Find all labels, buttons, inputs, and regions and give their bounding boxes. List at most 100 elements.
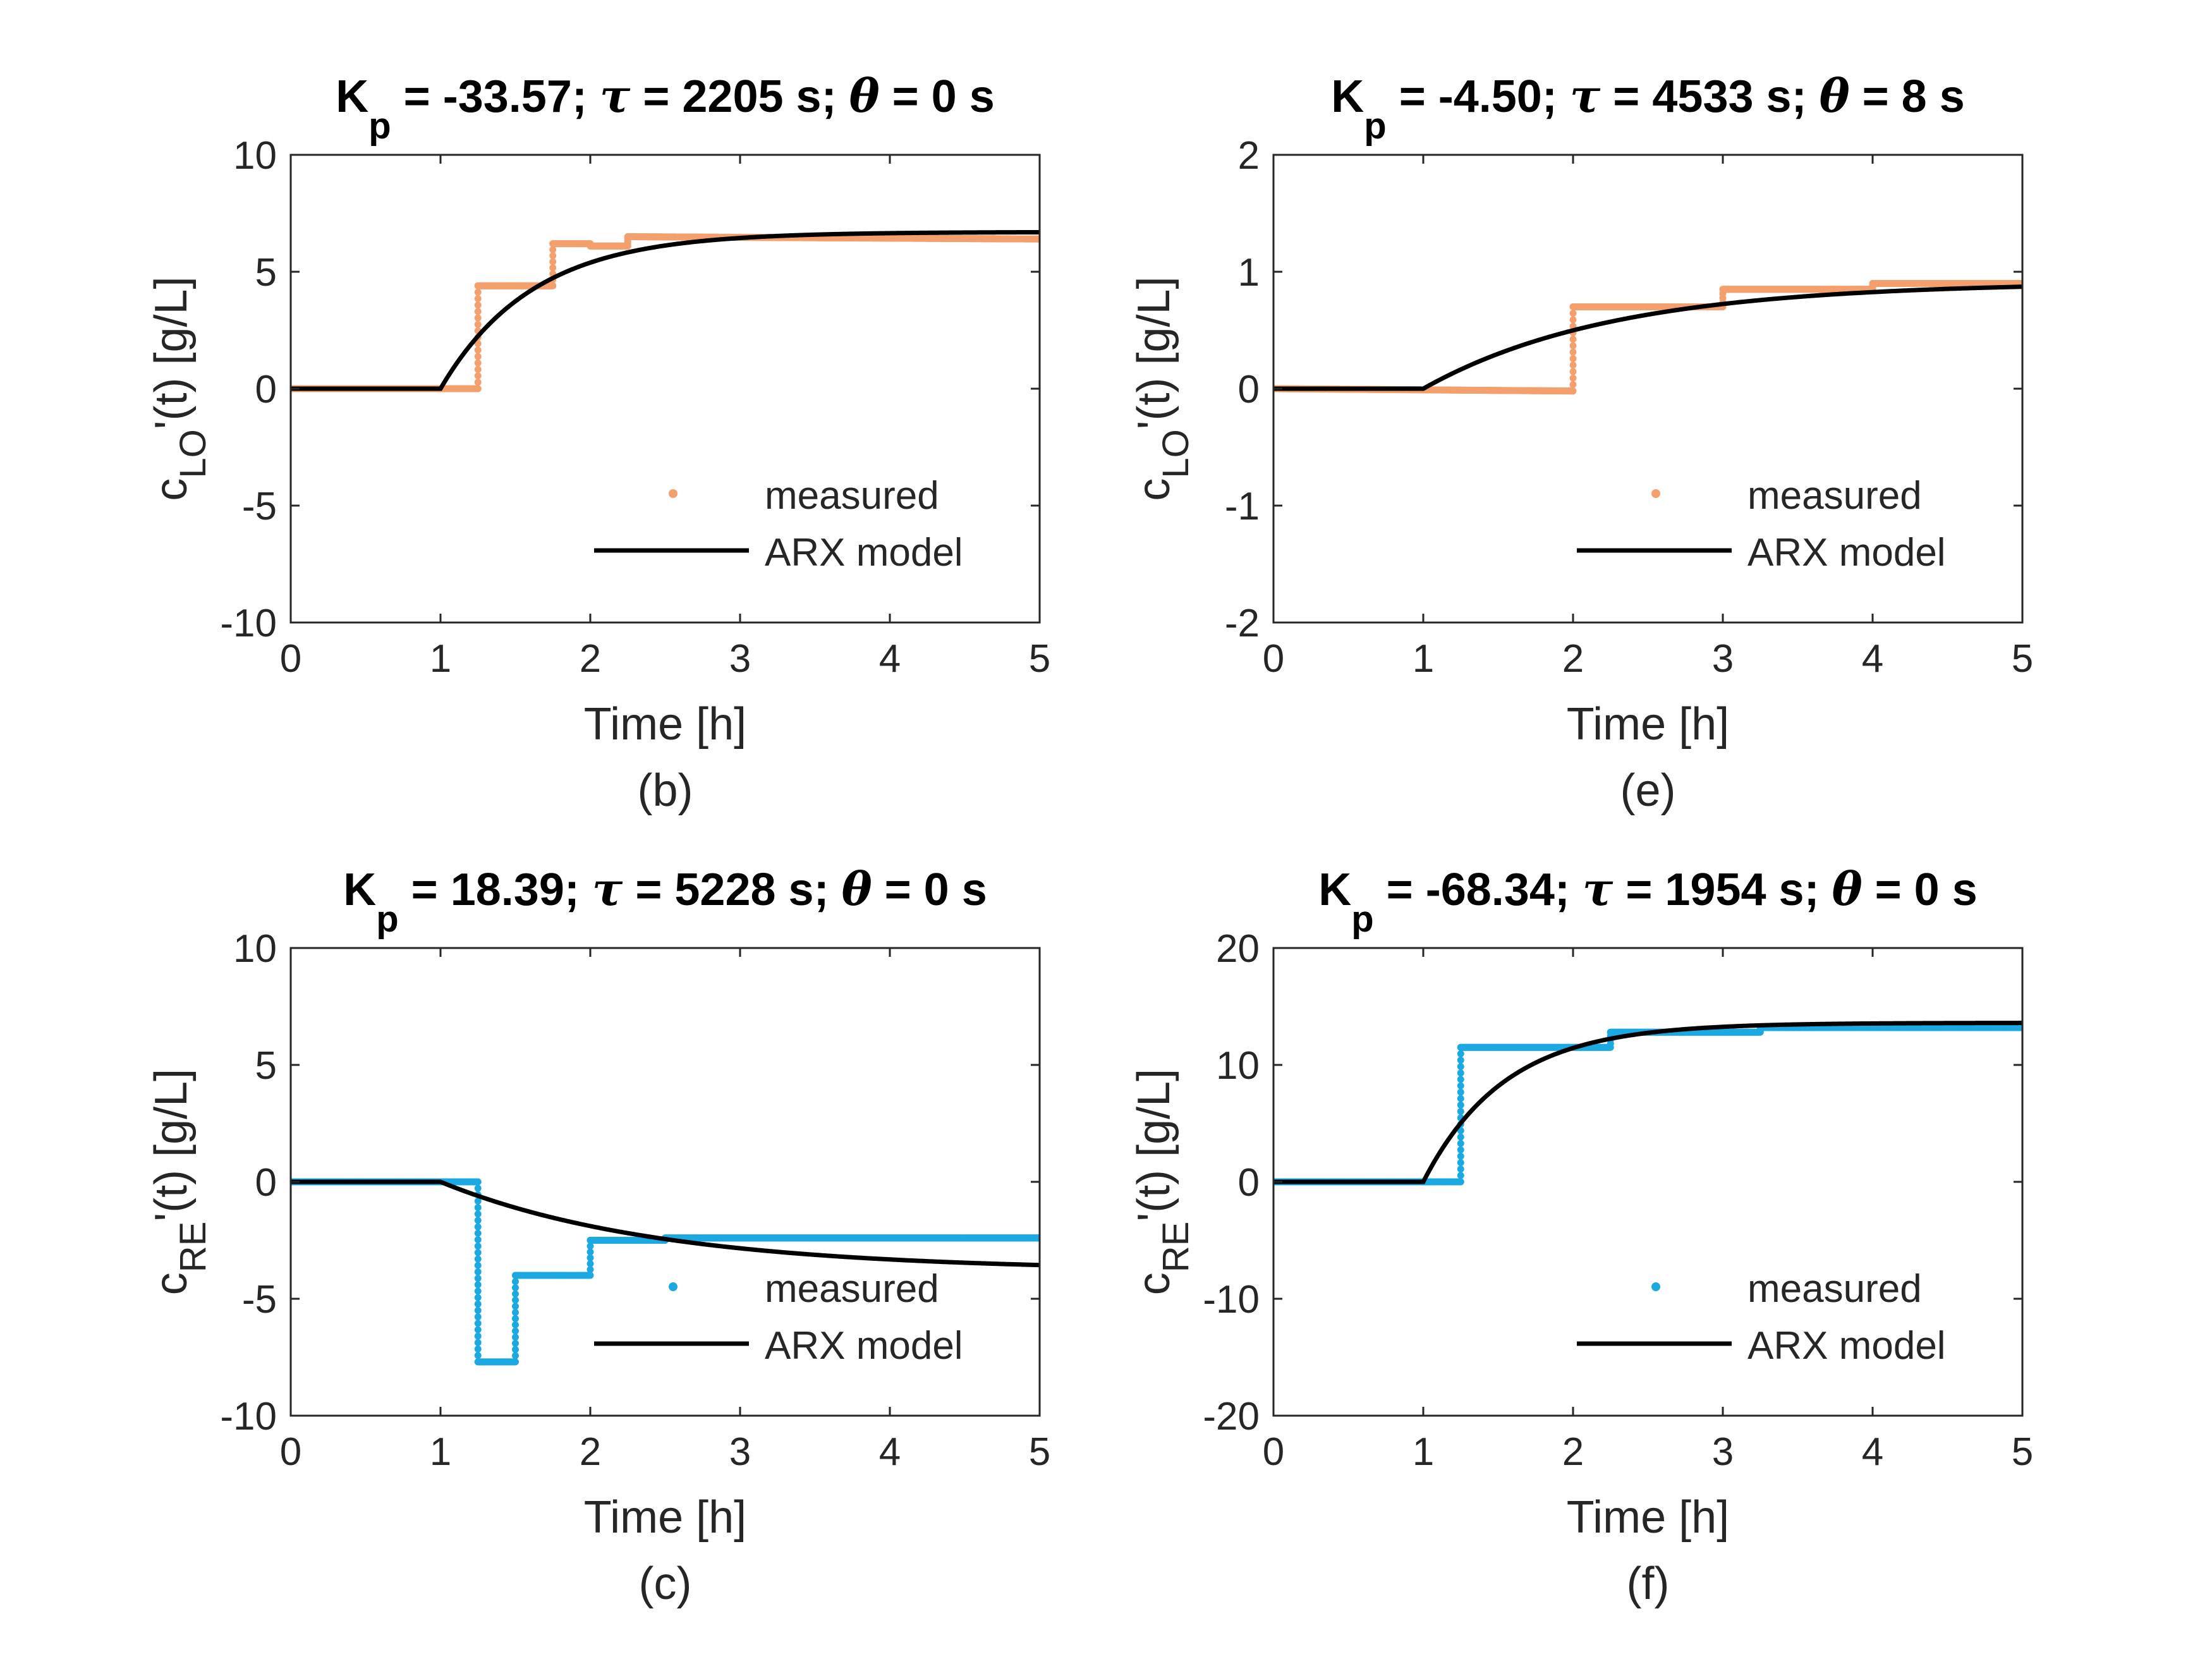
legend-model-label: ARX model	[1747, 531, 1946, 574]
legend-measured-label: measured	[765, 1267, 939, 1311]
y-tick-label: 5	[255, 251, 277, 295]
arx-model-line	[291, 1179, 1040, 1268]
chart-title: Kp = -4.50; τ = 4533 s; θ = 8 s	[1331, 69, 1965, 147]
measured-point	[1569, 380, 1577, 388]
measured-point	[512, 1340, 519, 1347]
measured-point	[512, 1315, 519, 1322]
y-tick-label: -5	[242, 1278, 277, 1322]
measured-point	[1569, 310, 1577, 317]
x-tick-label: 0	[1263, 637, 1284, 681]
panel-label: (c)	[639, 1559, 692, 1609]
measured-point	[1035, 235, 1040, 243]
measured-point	[474, 1249, 482, 1256]
y-tick-label: 0	[255, 368, 277, 411]
measured-point	[474, 340, 482, 348]
legend-measured-marker	[669, 1282, 678, 1291]
measured-point	[1457, 1178, 1464, 1186]
measured-point	[474, 1326, 482, 1334]
measured-point	[474, 1268, 482, 1275]
legend-measured-label: measured	[765, 474, 939, 518]
measured-point	[1457, 1076, 1464, 1083]
measured-point	[1457, 1133, 1464, 1141]
legend: measured ARX model	[594, 474, 963, 574]
measured-point	[1457, 1146, 1464, 1153]
y-tick-label: -5	[242, 485, 277, 528]
legend-measured-marker	[1651, 489, 1660, 498]
panel-label: (e)	[1620, 765, 1676, 816]
measured-point	[586, 1254, 594, 1261]
measured-point	[474, 1275, 482, 1282]
measured-point	[512, 1290, 519, 1297]
measured-point	[512, 1327, 519, 1335]
measured-point	[1569, 348, 1577, 356]
y-tick-label: -10	[220, 1395, 277, 1438]
measured-point	[1569, 355, 1577, 362]
measured-point	[474, 1281, 482, 1289]
legend-model-label: ARX model	[765, 1324, 963, 1368]
measured-point	[1457, 1139, 1464, 1147]
measured-point	[474, 1236, 482, 1244]
measured-point	[512, 1352, 519, 1359]
measured-point	[474, 295, 482, 303]
y-tick-label: -2	[1225, 602, 1260, 645]
y-tick-label: 0	[1238, 368, 1260, 411]
x-tick-label: 4	[1862, 637, 1883, 681]
measured-series	[1273, 280, 2022, 395]
measured-point	[1569, 336, 1577, 343]
measured-point	[1457, 1108, 1464, 1115]
measured-point	[1569, 316, 1577, 324]
measured-point	[474, 346, 482, 354]
measured-point	[512, 1284, 519, 1292]
measured-point	[586, 1243, 594, 1250]
legend: measured ARX model	[1577, 474, 1946, 574]
y-tick-label: 5	[255, 1044, 277, 1088]
measured-point	[474, 1300, 482, 1308]
measured-point	[474, 1243, 482, 1250]
measured-point	[474, 301, 482, 309]
x-tick-label: 2	[1562, 637, 1584, 681]
measured-point	[1457, 1101, 1464, 1109]
x-axis-label: Time [h]	[584, 1492, 746, 1543]
x-tick-label: 3	[729, 1430, 751, 1474]
y-tick-label: 0	[255, 1161, 277, 1205]
y-tick-label: 2	[1238, 134, 1260, 178]
arx-model-line	[1273, 284, 2022, 391]
measured-point	[1457, 1172, 1464, 1179]
measured-point	[549, 258, 557, 265]
measured-point	[474, 353, 482, 360]
x-tick-label: 5	[2012, 637, 2033, 681]
x-axis-label: Time [h]	[1567, 699, 1729, 750]
measured-point	[474, 1210, 482, 1218]
measured-point	[1457, 1152, 1464, 1160]
measured-point	[586, 1260, 594, 1267]
measured-point	[474, 1184, 482, 1192]
measured-point	[474, 1229, 482, 1237]
measured-point	[1457, 1082, 1464, 1090]
measured-point	[512, 1358, 519, 1366]
measured-point	[512, 1296, 519, 1304]
legend-measured-label: measured	[1747, 474, 1922, 518]
x-tick-label: 4	[879, 1430, 901, 1474]
arx-model-line	[291, 229, 1040, 391]
y-tick-label: -10	[220, 602, 277, 645]
measured-point	[1457, 1165, 1464, 1173]
measured-point	[512, 1321, 519, 1328]
measured-point	[474, 1320, 482, 1327]
x-tick-label: 2	[580, 1430, 601, 1474]
measured-point	[512, 1346, 519, 1353]
measured-point	[1569, 387, 1577, 395]
x-tick-label: 0	[280, 1430, 301, 1474]
measured-point	[1457, 1095, 1464, 1102]
x-tick-label: 5	[1029, 637, 1050, 681]
measured-point	[549, 252, 557, 260]
measured-point	[474, 1339, 482, 1346]
measured-point	[474, 385, 482, 392]
measured-point	[1457, 1069, 1464, 1077]
y-axis-label: cLO'(t) [g/L]	[146, 276, 214, 501]
legend-model-label: ARX model	[765, 531, 963, 574]
measured-point	[474, 359, 482, 367]
